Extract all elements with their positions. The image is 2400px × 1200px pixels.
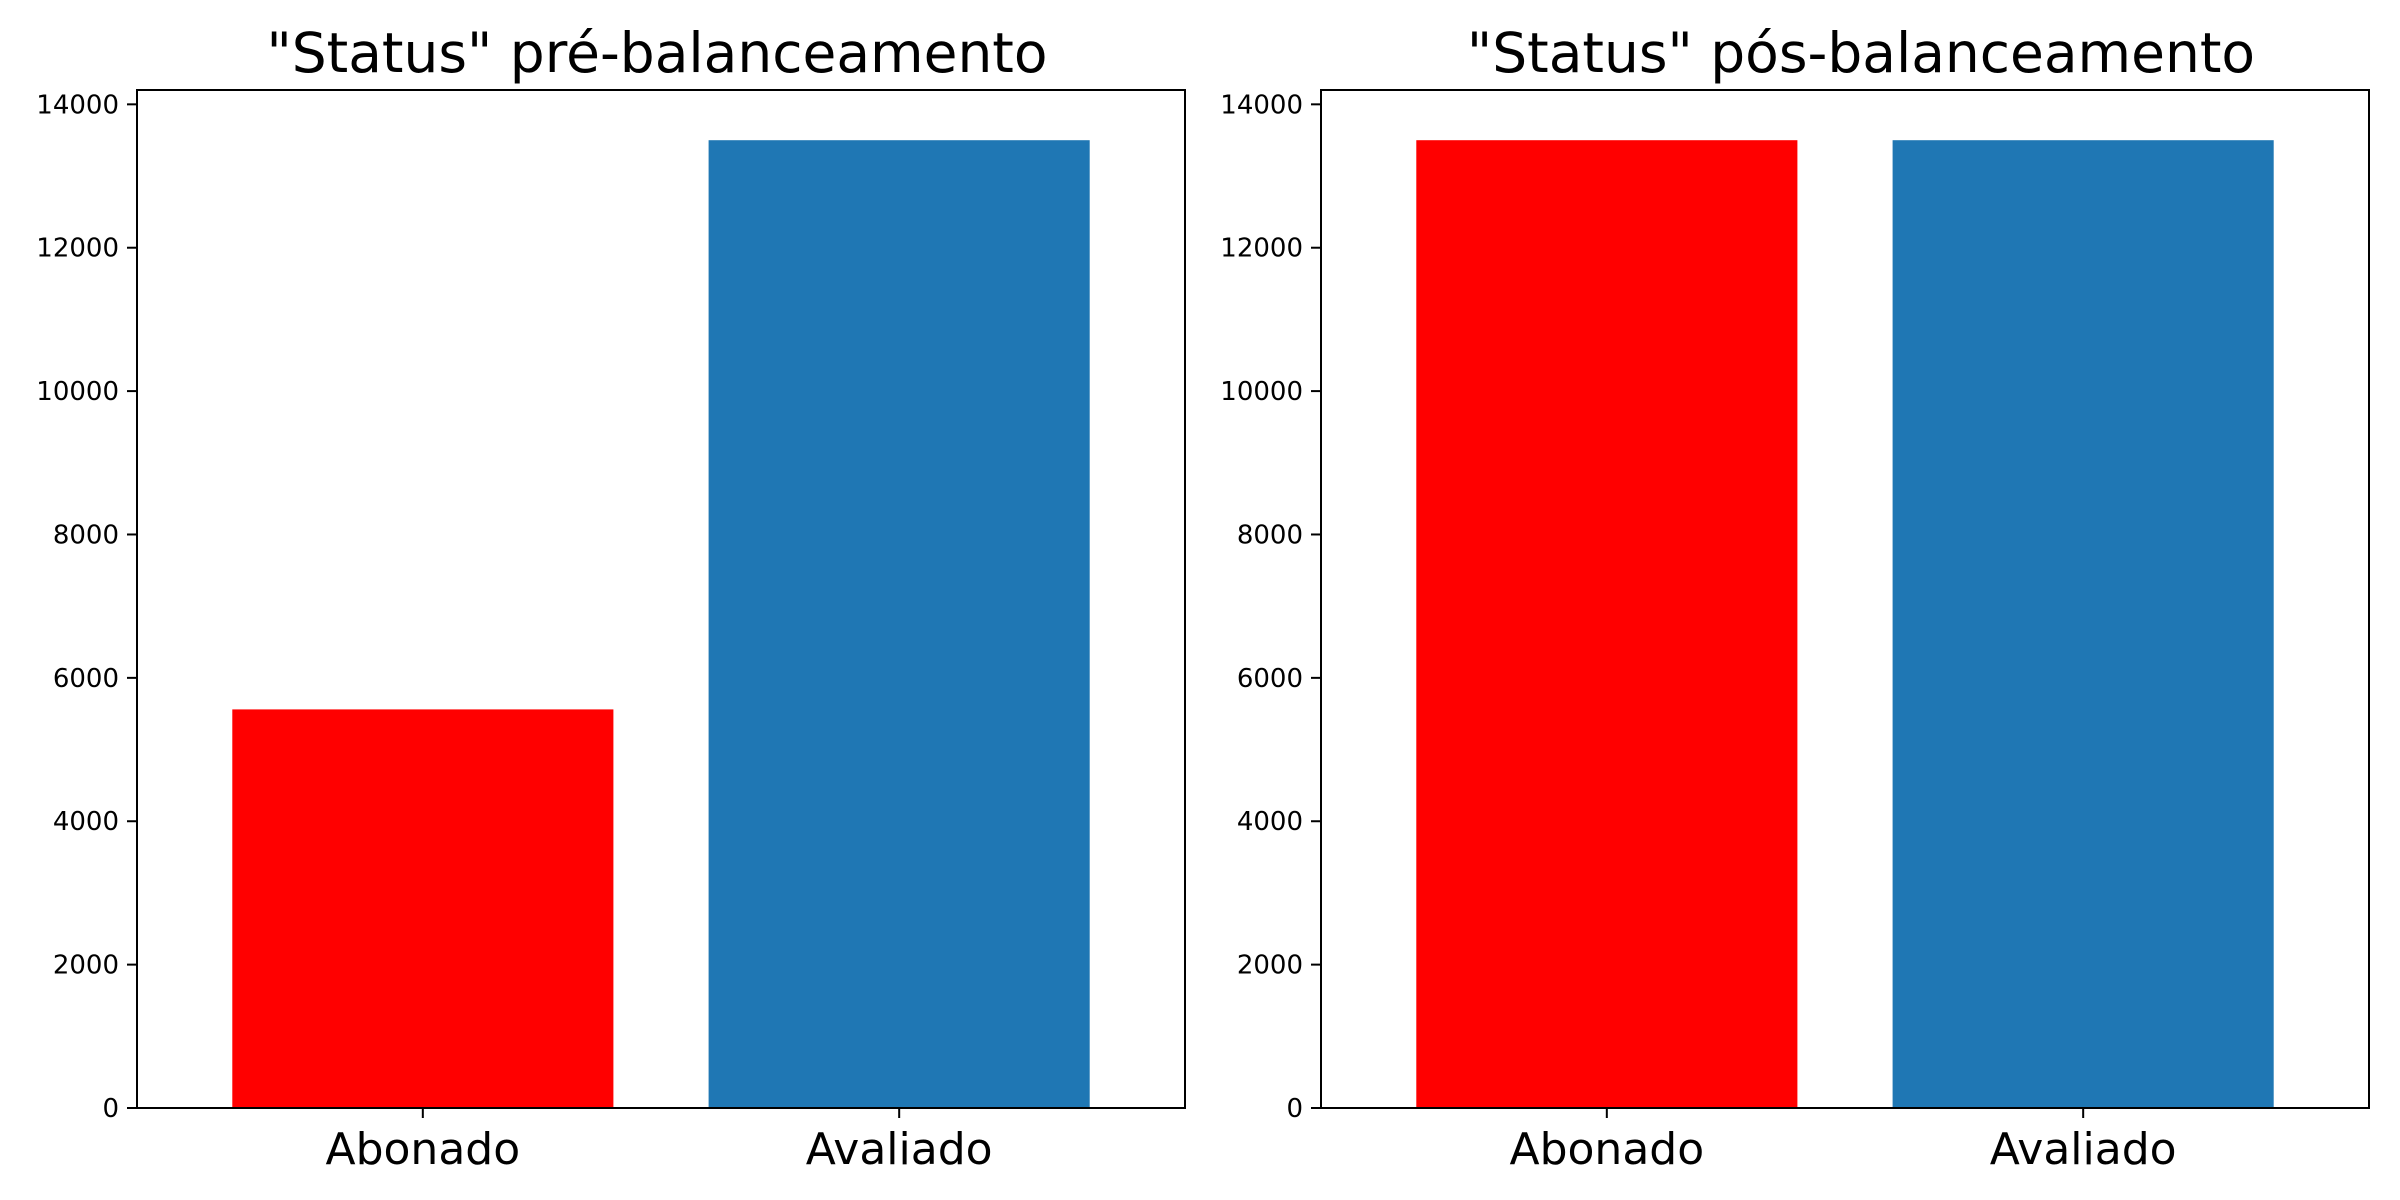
y-tick-label: 0 bbox=[1286, 1094, 1303, 1124]
y-tick-label: 0 bbox=[102, 1094, 119, 1124]
y-tick-label: 14000 bbox=[36, 90, 119, 120]
axes-frame bbox=[1320, 89, 2370, 1109]
y-tick-label: 10000 bbox=[1220, 377, 1303, 407]
y-tick-label: 6000 bbox=[1237, 664, 1303, 694]
bar-avaliado bbox=[1892, 140, 2274, 1108]
chart-title: "Status" pós-balanceamento bbox=[1467, 21, 2255, 85]
y-tick-label: 4000 bbox=[1237, 807, 1303, 837]
x-axis: Abonado Avaliado bbox=[325, 1108, 993, 1175]
chart-post-balancing: "Status" pós-balanceamento 0 2000 4000 6000… bbox=[1220, 21, 2370, 1175]
x-tick-label: Avaliado bbox=[806, 1124, 993, 1175]
y-tick-label: 14000 bbox=[1220, 90, 1303, 120]
x-tick-label: Abonado bbox=[325, 1124, 520, 1175]
bar-group bbox=[1416, 140, 2274, 1108]
y-axis: 0 2000 4000 6000 8000 10000 12000 14000 bbox=[1220, 90, 1321, 1124]
y-tick-label: 12000 bbox=[1220, 234, 1303, 264]
chart-pre-balancing: "Status" pré-balanceamento 0 2000 4000 6000… bbox=[36, 21, 1186, 1175]
y-tick-label: 2000 bbox=[1237, 951, 1303, 981]
axes-frame bbox=[136, 89, 1186, 1109]
chart-title: "Status" pré-balanceamento bbox=[266, 21, 1047, 85]
x-tick-label: Abonado bbox=[1509, 1124, 1704, 1175]
bar-abonado bbox=[232, 709, 614, 1108]
y-tick-label: 10000 bbox=[36, 377, 119, 407]
y-tick-label: 6000 bbox=[53, 664, 119, 694]
bar-abonado bbox=[1416, 140, 1798, 1108]
y-tick-label: 12000 bbox=[36, 234, 119, 264]
y-tick-label: 8000 bbox=[1237, 520, 1303, 550]
bar-group bbox=[232, 140, 1090, 1108]
x-tick-label: Avaliado bbox=[1990, 1124, 2177, 1175]
bar-avaliado bbox=[708, 140, 1090, 1108]
y-tick-label: 8000 bbox=[53, 520, 119, 550]
x-axis: Abonado Avaliado bbox=[1509, 1108, 2177, 1175]
y-tick-label: 2000 bbox=[53, 951, 119, 981]
y-axis: 0 2000 4000 6000 8000 10000 12000 14000 bbox=[36, 90, 137, 1124]
y-tick-label: 4000 bbox=[53, 807, 119, 837]
